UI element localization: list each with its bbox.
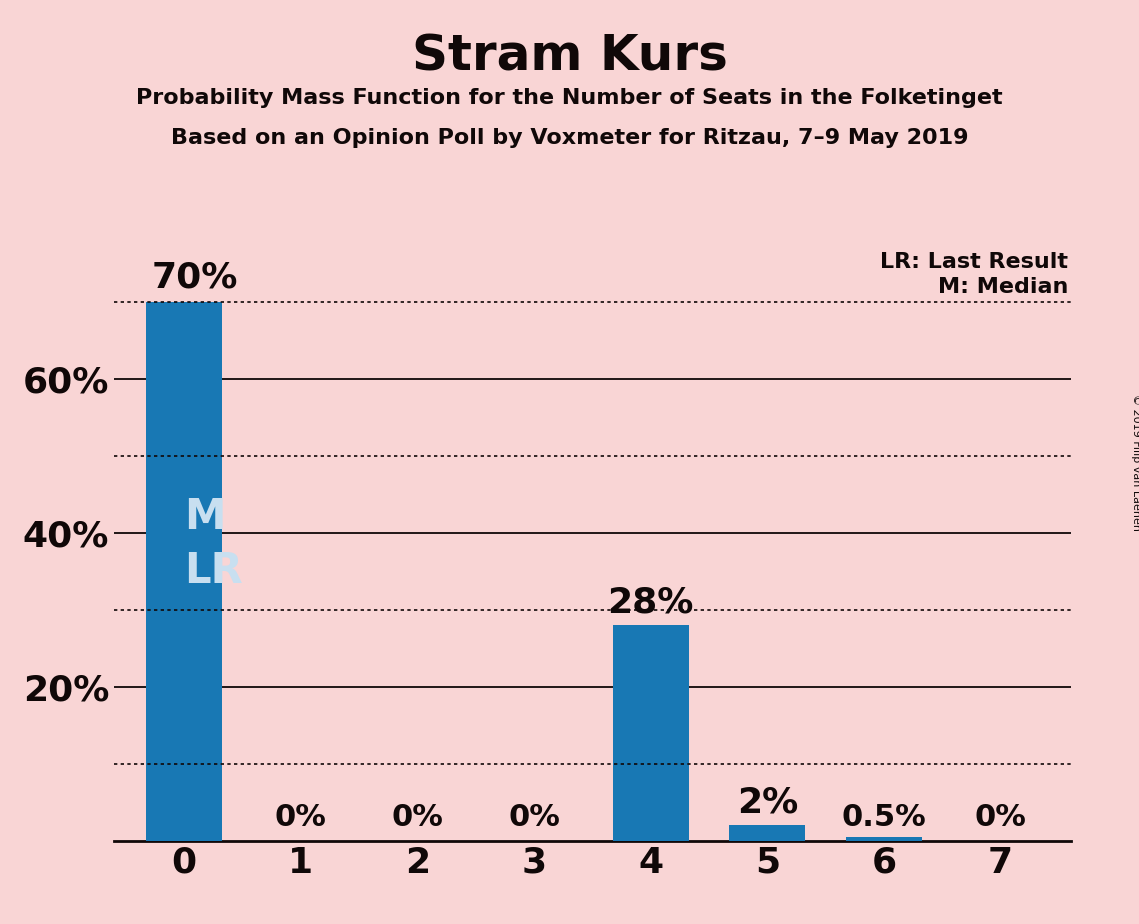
Bar [729,825,805,841]
Text: Based on an Opinion Poll by Voxmeter for Ritzau, 7–9 May 2019: Based on an Opinion Poll by Voxmeter for… [171,128,968,148]
Text: M: Median: M: Median [937,277,1068,298]
Text: Stram Kurs: Stram Kurs [411,32,728,80]
Text: 0%: 0% [508,803,560,832]
Text: 0.5%: 0.5% [842,803,926,832]
Text: 0%: 0% [392,803,443,832]
Bar [846,837,921,841]
Text: © 2019 Filip van Laenen: © 2019 Filip van Laenen [1131,394,1139,530]
Bar [146,302,222,841]
Text: Probability Mass Function for the Number of Seats in the Folketinget: Probability Mass Function for the Number… [137,88,1002,108]
Text: M: M [183,496,226,539]
Text: 0%: 0% [975,803,1026,832]
Text: 28%: 28% [607,585,694,619]
Bar [613,626,689,841]
Text: 2%: 2% [737,785,798,820]
Text: LR: Last Result: LR: Last Result [880,251,1068,272]
Text: 0%: 0% [274,803,327,832]
Text: LR: LR [183,551,243,592]
Text: 70%: 70% [151,261,238,294]
